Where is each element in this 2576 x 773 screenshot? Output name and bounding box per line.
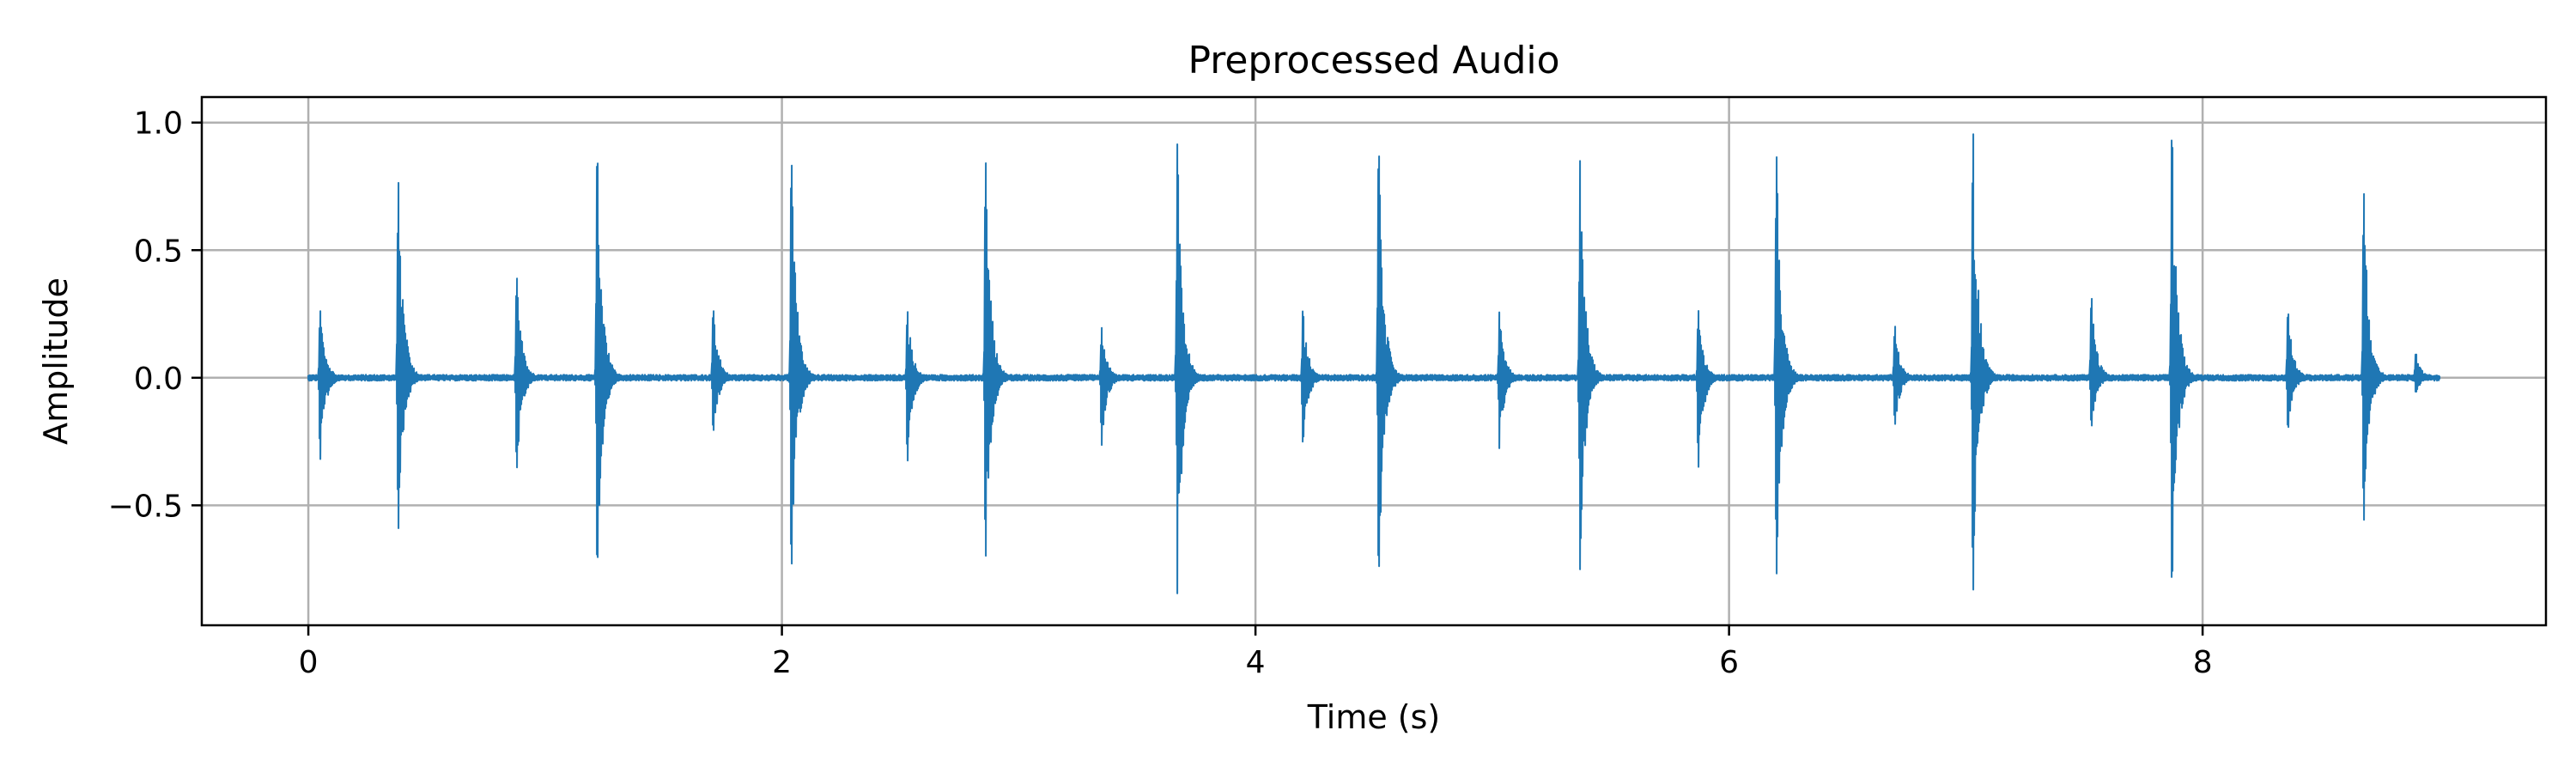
x-tick-label: 8 (2193, 645, 2213, 680)
x-axis-label: Time (s) (1307, 698, 1441, 736)
y-axis-label: Amplitude (37, 277, 75, 445)
x-tick-label: 0 (299, 645, 319, 680)
y-tick-label: 0.0 (134, 362, 183, 397)
plot-area (307, 133, 2441, 594)
grid-lines (202, 97, 2546, 625)
x-axis-ticks: 0 2 4 6 8 (299, 625, 2213, 680)
x-tick-label: 6 (1719, 645, 1739, 680)
y-tick-label: 0.5 (134, 234, 183, 269)
x-tick-label: 4 (1246, 645, 1266, 680)
y-tick-label: −0.5 (108, 489, 183, 524)
y-axis-ticks: 1.0 0.5 0.0 −0.5 (108, 107, 202, 524)
x-tick-label: 2 (772, 645, 792, 680)
audio-waveform-line (307, 133, 2441, 594)
y-tick-label: 1.0 (134, 107, 183, 142)
plot-frame (200, 95, 2548, 627)
chart-title: Preprocessed Audio (1188, 39, 1559, 82)
